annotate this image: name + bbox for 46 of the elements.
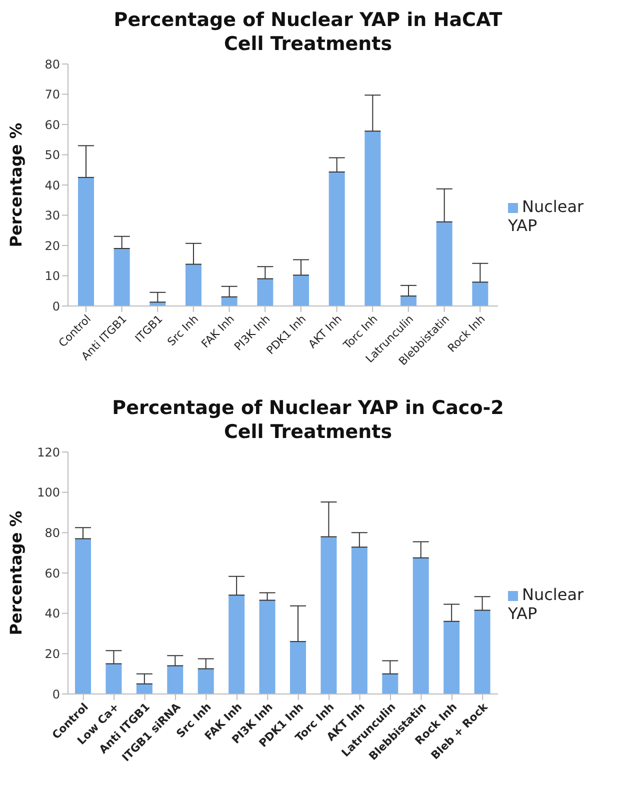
y-axis-title: Percentage %: [6, 510, 26, 636]
y-tick-label: 70: [44, 88, 60, 102]
y-tick-label: 80: [44, 57, 60, 72]
y-tick-label: 80: [44, 526, 60, 540]
chart-title: Percentage of Nuclear YAP in HaCAT Cell Treatments: [112, 8, 504, 56]
bar: [114, 248, 130, 306]
bar: [364, 131, 381, 306]
bar: [472, 282, 488, 306]
y-tick-label: 100: [37, 486, 60, 500]
bar: [106, 664, 122, 694]
bar: [412, 558, 429, 694]
bar: [328, 172, 345, 306]
bar: [444, 621, 460, 694]
bar: [186, 264, 202, 306]
y-tick-label: 0: [52, 687, 60, 702]
bar: [382, 674, 398, 694]
bar: [167, 666, 184, 694]
y-tick-label: 60: [44, 566, 60, 580]
bar: [228, 595, 245, 694]
legend-label: Nuclear YAP: [508, 585, 584, 623]
bar: [257, 278, 274, 306]
bar: [293, 275, 309, 306]
bar: [259, 600, 276, 694]
y-tick-label: 30: [44, 208, 60, 223]
y-tick-label: 0: [52, 299, 60, 314]
bar: [436, 222, 452, 306]
x-tick-label: Src Inh: [165, 312, 202, 349]
chart-title: Percentage of Nuclear YAP in Caco-2 Cell Treatments: [111, 396, 505, 444]
bar: [351, 547, 368, 694]
bar: [290, 642, 306, 694]
y-tick-label: 120: [37, 445, 60, 460]
bar: [400, 296, 416, 306]
y-tick-label: 50: [44, 148, 60, 162]
bar: [320, 536, 337, 694]
bar: [198, 668, 214, 694]
bar: [474, 610, 490, 694]
y-tick-label: 10: [44, 269, 60, 284]
y-tick-label: 60: [44, 118, 60, 132]
y-tick-label: 20: [44, 238, 60, 253]
y-tick-label: 40: [44, 178, 60, 192]
y-tick-label: 40: [44, 606, 60, 621]
y-tick-label: 20: [44, 646, 60, 661]
bar: [78, 177, 94, 306]
legend-label: Nuclear YAP: [508, 197, 584, 235]
bar: [75, 538, 91, 694]
y-axis-title: Percentage %: [6, 122, 26, 248]
